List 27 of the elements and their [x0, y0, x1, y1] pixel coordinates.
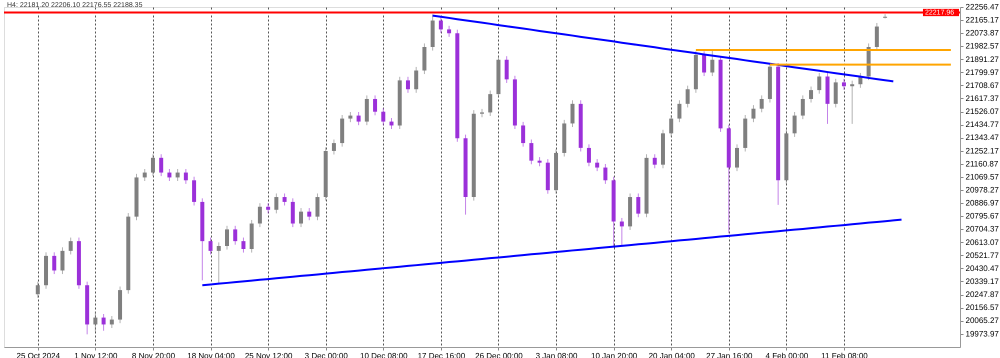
y-tick-label: 21526.07 [966, 107, 1000, 116]
y-tick-label: 21799.97 [966, 68, 1000, 77]
y-tick-label: 20978.27 [966, 185, 1000, 194]
y-tick-label: 22256.47 [966, 2, 1000, 12]
y-tick-label: 21982.57 [966, 42, 1000, 51]
y-tick-label: 19973.97 [966, 329, 1000, 338]
y-tick-label: 20521.77 [966, 250, 1000, 260]
y-tick-label: 20339.17 [966, 276, 1000, 286]
y-tick-label: 21434.77 [966, 120, 1000, 130]
y-tick-label: 21160.87 [966, 159, 999, 168]
y-tick-label: 21708.67 [966, 80, 1000, 90]
y-tick-label: 22165.17 [966, 16, 1000, 25]
y-tick-label: 21252.17 [966, 146, 1000, 156]
y-tick-label: 20613.07 [966, 238, 1000, 247]
y-tick-label: 20795.67 [966, 212, 1000, 221]
y-tick-label: 20156.57 [966, 303, 1000, 312]
y-tick-label: 21343.47 [966, 133, 1000, 142]
line-series [201, 218, 903, 286]
y-tick-label: 22073.87 [966, 28, 1000, 38]
y-tick-label: 20247.87 [966, 290, 1000, 300]
y-tick-label: 20430.47 [966, 264, 1000, 273]
y-tick-label: 21069.57 [966, 172, 1000, 182]
y-tick-label: 20886.97 [966, 198, 1000, 208]
y-tick-label: 20065.27 [966, 316, 1000, 326]
y-tick-label: 20704.37 [966, 224, 1000, 234]
y-tick-label: 21617.37 [966, 94, 1000, 103]
y-tick-label: 21891.27 [966, 54, 1000, 64]
